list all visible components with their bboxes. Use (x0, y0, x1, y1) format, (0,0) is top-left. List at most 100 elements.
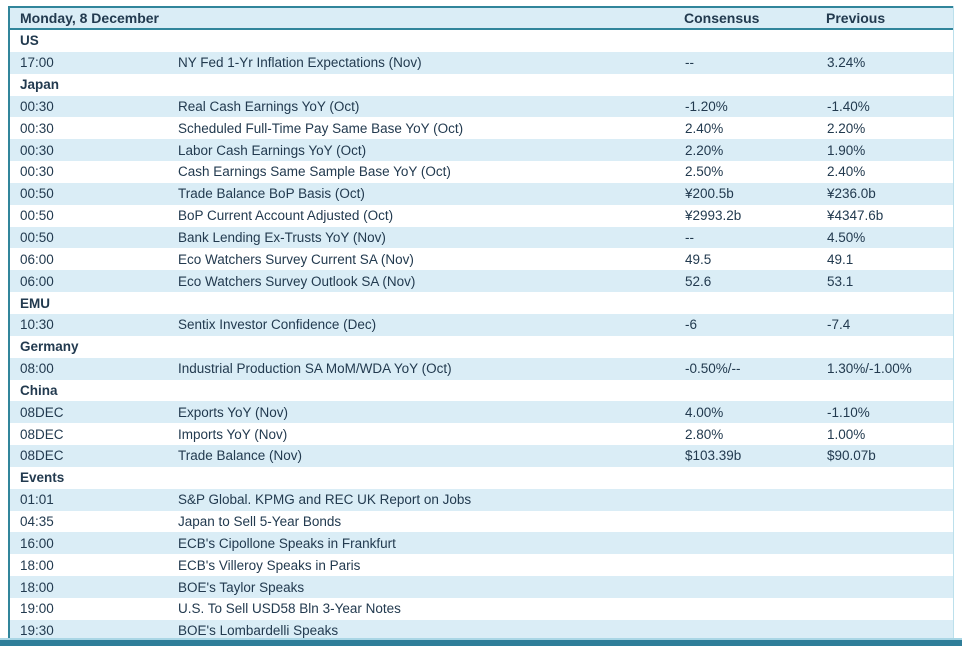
event-name-cell: ECB's Cipollone Speaks in Frankfurt (178, 535, 396, 551)
consensus-value-cell: 4.00% (685, 404, 724, 420)
event-row: 19:30 BOE's Lombardelli Speaks (10, 619, 953, 642)
event-row: 00:30 Real Cash Earnings YoY (Oct) -1.20% -… (10, 95, 953, 118)
event-row: 00:50 Trade Balance BoP Basis (Oct) ¥200.5… (10, 182, 953, 205)
previous-value-cell: -1.40% (827, 98, 870, 114)
time-cell: 00:50 (20, 208, 54, 224)
previous-value-cell: 53.1 (827, 273, 854, 289)
time-cell: 00:30 (20, 98, 54, 114)
time-cell: 08DEC (20, 448, 64, 464)
bottom-accent-bar (0, 640, 962, 646)
consensus-value-cell: $103.39b (685, 448, 742, 464)
event-row: 06:00 Eco Watchers Survey Current SA (Nov… (10, 248, 953, 271)
time-cell: 16:00 (20, 535, 54, 551)
time-cell: 06:00 (20, 251, 54, 267)
calendar-rows: US 17:00 NY Fed 1-Yr Inflation Expectation… (10, 30, 953, 642)
event-row: 08DEC Exports YoY (Nov) 4.00% -1.10% (10, 401, 953, 424)
event-name-cell: Trade Balance BoP Basis (Oct) (178, 186, 365, 202)
section-label: China (20, 382, 58, 398)
section-row: Events (10, 466, 953, 489)
previous-value-cell: 49.1 (827, 251, 854, 267)
previous-value-cell: 1.90% (827, 142, 866, 158)
time-cell: 18:00 (20, 579, 54, 595)
event-name-cell: Eco Watchers Survey Current SA (Nov) (178, 251, 414, 267)
event-name-cell: Eco Watchers Survey Outlook SA (Nov) (178, 273, 416, 289)
event-name-cell: Labor Cash Earnings YoY (Oct) (178, 142, 367, 158)
event-name-cell: Scheduled Full-Time Pay Same Base YoY (O… (178, 120, 464, 136)
event-name-cell: Imports YoY (Nov) (178, 426, 288, 442)
previous-value-cell: ¥236.0b (827, 186, 876, 202)
time-cell: 08:00 (20, 361, 54, 377)
event-row: 08:00 Industrial Production SA MoM/WDA Yo… (10, 357, 953, 380)
section-label: US (20, 33, 39, 49)
time-cell: 04:35 (20, 513, 54, 529)
event-name-cell: Japan to Sell 5-Year Bonds (178, 513, 342, 529)
section-row: Germany (10, 335, 953, 358)
event-name-cell: Bank Lending Ex-Trusts YoY (Nov) (178, 230, 386, 246)
event-name-cell: S&P Global. KPMG and REC UK Report on Jo… (178, 492, 472, 508)
event-row: 08DEC Imports YoY (Nov) 2.80% 1.00% (10, 423, 953, 446)
event-name-cell: BOE's Taylor Speaks (178, 579, 305, 595)
table-header-row: Monday, 8 December Consensus Previous (10, 6, 953, 30)
event-row: 00:50 BoP Current Account Adjusted (Oct) ¥… (10, 204, 953, 227)
event-name-cell: Real Cash Earnings YoY (Oct) (178, 98, 360, 114)
section-row: US (10, 30, 953, 52)
event-row: 00:50 Bank Lending Ex-Trusts YoY (Nov) -- 4… (10, 226, 953, 249)
time-cell: 00:50 (20, 186, 54, 202)
event-name-cell: BOE's Lombardelli Speaks (178, 623, 339, 639)
event-name-cell: U.S. To Sell USD58 Bln 3-Year Notes (178, 601, 401, 617)
event-row: 00:30 Scheduled Full-Time Pay Same Base Y… (10, 117, 953, 140)
event-row: 19:00 U.S. To Sell USD58 Bln 3-Year Notes (10, 597, 953, 620)
time-cell: 17:00 (20, 55, 54, 71)
time-cell: 00:50 (20, 230, 54, 246)
consensus-column-header: Consensus (684, 10, 760, 26)
previous-value-cell: -1.10% (827, 404, 870, 420)
section-row: China (10, 379, 953, 402)
time-cell: 01:01 (20, 492, 54, 508)
event-row: 01:01 S&P Global. KPMG and REC UK Report … (10, 488, 953, 511)
time-cell: 08DEC (20, 426, 64, 442)
event-name-cell: Industrial Production SA MoM/WDA YoY (Oc… (178, 361, 452, 377)
section-row: EMU (10, 292, 953, 314)
consensus-value-cell: -- (685, 230, 694, 246)
consensus-value-cell: ¥200.5b (685, 186, 734, 202)
section-row: Japan (10, 73, 953, 96)
consensus-value-cell: 49.5 (685, 251, 712, 267)
time-cell: 18:00 (20, 557, 54, 573)
previous-value-cell: 2.20% (827, 120, 866, 136)
consensus-value-cell: -1.20% (685, 98, 728, 114)
section-label: Germany (20, 339, 79, 355)
bottom-divider-line (0, 638, 962, 640)
event-row: 08DEC Trade Balance (Nov) $103.39b $90.07b (10, 445, 953, 467)
section-label: EMU (20, 295, 50, 311)
event-name-cell: Exports YoY (Nov) (178, 404, 289, 420)
time-cell: 00:30 (20, 120, 54, 136)
event-name-cell: BoP Current Account Adjusted (Oct) (178, 208, 394, 224)
previous-value-cell: -7.4 (827, 317, 851, 333)
consensus-value-cell: 2.40% (685, 120, 724, 136)
previous-value-cell: 1.00% (827, 426, 866, 442)
consensus-value-cell: ¥2993.2b (685, 208, 742, 224)
consensus-value-cell: -0.50%/-- (685, 361, 741, 377)
time-cell: 00:30 (20, 164, 54, 180)
previous-value-cell: 2.40% (827, 164, 866, 180)
previous-value-cell: ¥4347.6b (827, 208, 884, 224)
time-cell: 19:00 (20, 601, 54, 617)
time-cell: 00:30 (20, 142, 54, 158)
time-cell: 06:00 (20, 273, 54, 289)
event-name-cell: Sentix Investor Confidence (Dec) (178, 317, 377, 333)
section-label: Events (20, 470, 65, 486)
event-row: 00:30 Labor Cash Earnings YoY (Oct) 2.20% 1… (10, 139, 953, 162)
event-name-cell: Cash Earnings Same Sample Base YoY (Oct) (178, 164, 451, 180)
event-row: 17:00 NY Fed 1-Yr Inflation Expectations … (10, 51, 953, 74)
consensus-value-cell: 2.50% (685, 164, 724, 180)
previous-value-cell: 3.24% (827, 55, 866, 71)
time-cell: 10:30 (20, 317, 54, 333)
event-row: 06:00 Eco Watchers Survey Outlook SA (Nov… (10, 270, 953, 293)
event-row: 18:00 BOE's Taylor Speaks (10, 576, 953, 598)
previous-value-cell: $90.07b (827, 448, 876, 464)
previous-value-cell: 4.50% (827, 230, 866, 246)
event-row: 18:00 ECB's Villeroy Speaks in Paris (10, 554, 953, 577)
event-name-cell: Trade Balance (Nov) (178, 448, 303, 464)
consensus-value-cell: -6 (685, 317, 698, 333)
date-header: Monday, 8 December (20, 10, 160, 26)
